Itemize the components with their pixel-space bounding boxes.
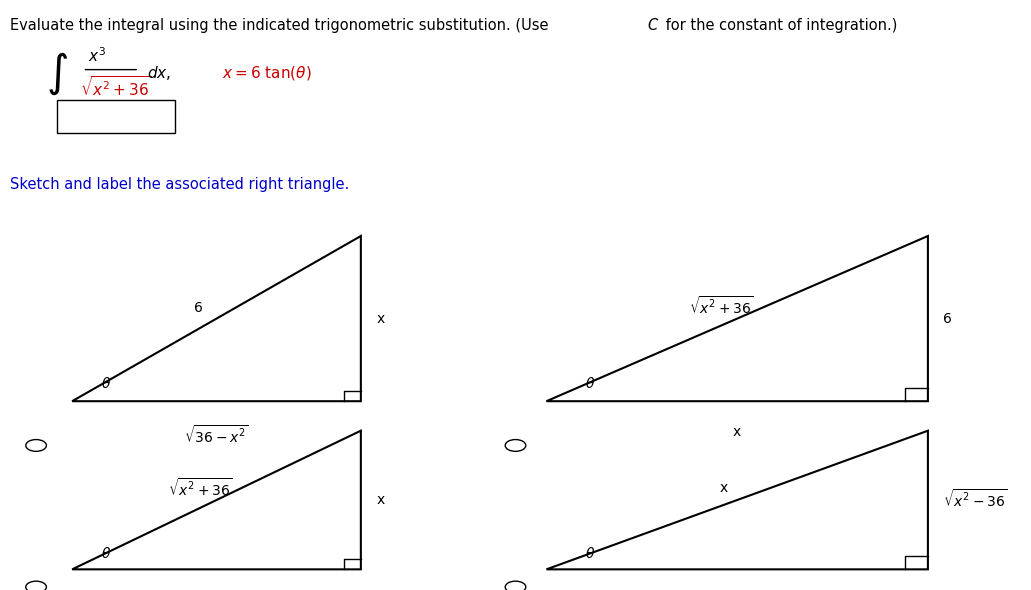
Text: x: x	[720, 481, 728, 494]
Text: for the constant of integration.): for the constant of integration.)	[661, 18, 897, 32]
Text: $x^3$: $x^3$	[88, 47, 105, 65]
Text: Sketch and label the associated right triangle.: Sketch and label the associated right tr…	[10, 177, 350, 192]
Text: $\int$: $\int$	[45, 51, 68, 97]
FancyBboxPatch shape	[57, 100, 175, 133]
Text: $\sqrt{x^2+36}$: $\sqrt{x^2+36}$	[167, 478, 232, 499]
Text: x: x	[376, 312, 385, 326]
Text: x: x	[733, 425, 741, 439]
Text: $\sqrt{x^2+36}$: $\sqrt{x^2+36}$	[689, 296, 754, 317]
Text: $dx,$: $dx,$	[147, 64, 171, 81]
Text: $\sqrt{36-x^2}$: $\sqrt{36-x^2}$	[185, 425, 248, 446]
Text: x: x	[376, 493, 385, 507]
Text: $\theta$: $\theta$	[585, 546, 595, 561]
Text: C: C	[647, 18, 658, 32]
Text: $\theta$: $\theta$	[585, 376, 595, 391]
Text: $\theta$: $\theta$	[101, 546, 111, 561]
Text: $\theta$: $\theta$	[101, 376, 111, 391]
Text: 6: 6	[943, 312, 953, 326]
Text: $x = 6\ \tan(\theta)$: $x = 6\ \tan(\theta)$	[222, 64, 311, 81]
Text: 6: 6	[194, 301, 203, 315]
Text: $\sqrt{x^2-36}$: $\sqrt{x^2-36}$	[943, 490, 1008, 510]
Text: Evaluate the integral using the indicated trigonometric substitution. (Use: Evaluate the integral using the indicate…	[10, 18, 554, 32]
Text: $\sqrt{x^2 + 36}$: $\sqrt{x^2 + 36}$	[80, 76, 153, 99]
